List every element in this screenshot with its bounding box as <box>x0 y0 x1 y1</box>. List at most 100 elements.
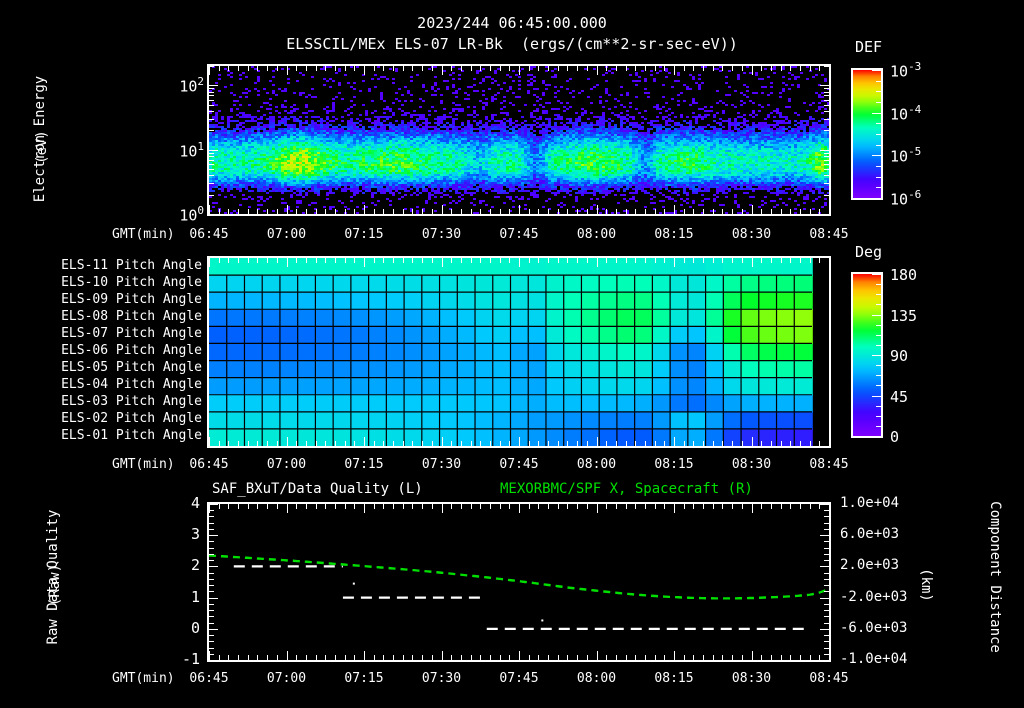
colorbar-label: 180 <box>890 265 1000 284</box>
pitch-angle-row-label: ELS-08 Pitch Angle <box>61 308 202 324</box>
colorbar-tick <box>876 134 881 135</box>
colorbar-tick <box>876 334 881 336</box>
colorbar-label: 10-5 <box>890 146 1000 165</box>
pitch-angle-row-label: ELS-05 Pitch Angle <box>61 360 202 376</box>
bottom-ytick-labels-left: 4 3 2 1 0 -1 <box>150 496 200 667</box>
ytick-base: 10 <box>179 77 198 96</box>
colorbar-tick <box>876 294 881 296</box>
def-colorbar <box>851 68 883 200</box>
colorbar-tick <box>876 91 881 93</box>
page-title-datetime: 2023/244 06:45:00.000 <box>417 14 607 32</box>
bottom-title-right: MEXORBMC/SPF X, Spacecraft (R) <box>500 481 753 497</box>
time-tick-label: 08:30 <box>731 457 772 472</box>
def-colorbar-title: DEF <box>855 38 883 56</box>
pitch-angle-row-label: ELS-04 Pitch Angle <box>61 377 202 393</box>
time-tick-label: 08:15 <box>654 457 694 472</box>
ytick-label-right: 1.0e+04 <box>840 495 900 511</box>
time-tick-label: 06:45 <box>189 671 229 686</box>
ytick-exponent: 1 <box>197 139 204 153</box>
time-tick-label: 08:00 <box>576 227 617 242</box>
mid-time-axis-label: GMT(min) <box>112 457 175 472</box>
pitch-angle-row-label: ELS-10 Pitch Angle <box>61 274 202 290</box>
pitch-angle-row-label: ELS-07 Pitch Angle <box>61 325 202 341</box>
colorbar-tick <box>872 355 881 356</box>
bottom-time-axis-label: GMT(min) <box>112 671 175 686</box>
colorbar-tick <box>872 70 881 71</box>
time-tick-label: 08:30 <box>731 227 772 242</box>
time-tick-label: 08:45 <box>809 227 849 242</box>
time-tick-label: 08:00 <box>576 457 617 472</box>
mid-time-tick-labels: 06:45 07:00 07:15 07:30 07:45 08:00 08:15 08:30… <box>0 458 1024 474</box>
time-tick-label: 07:45 <box>499 671 539 686</box>
ytick-label-left: 0 <box>190 618 200 637</box>
ytick-label-left: 3 <box>190 525 200 544</box>
ytick-label-right: -2.0e+03 <box>840 588 908 605</box>
ytick-label-left: -1 <box>181 650 200 668</box>
colorbar-tick <box>876 405 881 407</box>
colorbar-tick <box>876 344 881 346</box>
deg-colorbar-labels: 180 135 90 45 0 <box>890 268 1000 445</box>
colorbar-label: 90 <box>890 346 1000 365</box>
ytick-label-right: -1.0e+04 <box>840 651 908 667</box>
colorbar-tick <box>876 144 881 146</box>
colorbar-tick <box>876 284 881 286</box>
colorbar-label-exponent: -6 <box>908 188 922 201</box>
colorbar-tick <box>876 187 881 189</box>
pitch-angle-row-label: ELS-03 Pitch Angle <box>61 394 202 410</box>
colorbar-tick <box>872 395 881 397</box>
colorbar-label-base: 10 <box>890 190 909 209</box>
colorbar-tick <box>872 436 881 437</box>
ytick-label-left: 2 <box>190 556 200 575</box>
colorbar-tick <box>876 375 881 377</box>
colorbar-label-base: 135 <box>890 306 918 325</box>
colorbar-tick <box>876 304 881 306</box>
pitch-angle-row-label: ELS-11 Pitch Angle <box>61 257 202 273</box>
ytick-label: 101 <box>150 141 204 160</box>
colorbar-label-base: 10 <box>890 62 909 81</box>
colorbar-tick <box>876 80 881 82</box>
colorbar-tick <box>876 425 881 427</box>
time-tick-label: 07:30 <box>421 227 462 242</box>
time-tick-label: 07:15 <box>344 671 384 686</box>
colorbar-label: 45 <box>890 387 1000 406</box>
ytick-label: 102 <box>150 76 204 95</box>
top-time-tick-labels: 06:45 07:00 07:15 07:30 07:45 08:00 08:15 08:30… <box>0 228 1024 244</box>
page-subtitle: ELSSCIL/MEx ELS-07 LR-Bk (ergs/(cm**2-sr… <box>286 35 738 53</box>
colorbar-tick <box>876 324 881 326</box>
ytick-label-right: -6.0e+03 <box>840 619 908 636</box>
time-tick-label: 07:00 <box>266 227 307 242</box>
colorbar-label-base: 0 <box>890 428 900 446</box>
time-tick-label: 08:45 <box>809 671 849 686</box>
colorbar-label: 10-3 <box>890 61 1000 80</box>
top-time-axis-label: GMT(min) <box>112 227 175 242</box>
time-tick-label: 06:45 <box>189 227 229 242</box>
bottom-ylabel-right-line1: Component Distance <box>987 501 1003 653</box>
ytick-label-left: 4 <box>190 494 200 512</box>
pitch-angle-row-labels: ELS-11 Pitch Angle ELS-10 Pitch Angle ELS-… <box>40 256 205 446</box>
ytick-label-right: 6.0e+03 <box>840 526 900 543</box>
time-tick-label: 07:45 <box>499 457 539 472</box>
colorbar-tick <box>876 102 881 103</box>
bottom-ytick-labels-right: 1.0e+04 6.0e+03 2.0e+03 -2.0e+03 -6.0e+03 -1.… <box>840 496 950 666</box>
colorbar-label: 10-6 <box>890 189 1000 208</box>
pitch-angle-row-label: ELS-06 Pitch Angle <box>61 343 202 358</box>
top-panel-frame <box>207 64 831 216</box>
time-tick-label: 07:45 <box>499 227 539 242</box>
pitch-angle-canvas <box>209 258 829 446</box>
colorbar-label-base: 10 <box>890 147 909 166</box>
colorbar-label-exponent: -5 <box>908 145 922 159</box>
ytick-label: 100 <box>150 205 204 224</box>
time-tick-label: 07:30 <box>421 671 462 686</box>
colorbar-tick <box>876 415 881 417</box>
bottom-panel-frame <box>207 502 831 662</box>
colorbar-tick <box>876 166 881 167</box>
pitch-angle-row-label: ELS-09 Pitch Angle <box>61 291 202 307</box>
pitch-angle-row-label: ELS-02 Pitch Angle <box>61 411 202 427</box>
colorbar-label: 0 <box>890 427 1000 446</box>
ytick-exponent: 0 <box>197 204 204 217</box>
colorbar-tick <box>872 274 881 275</box>
ytick-exponent: 2 <box>197 75 204 89</box>
deg-colorbar-title: Deg <box>855 243 883 261</box>
electron-energy-spectrogram <box>207 64 831 216</box>
